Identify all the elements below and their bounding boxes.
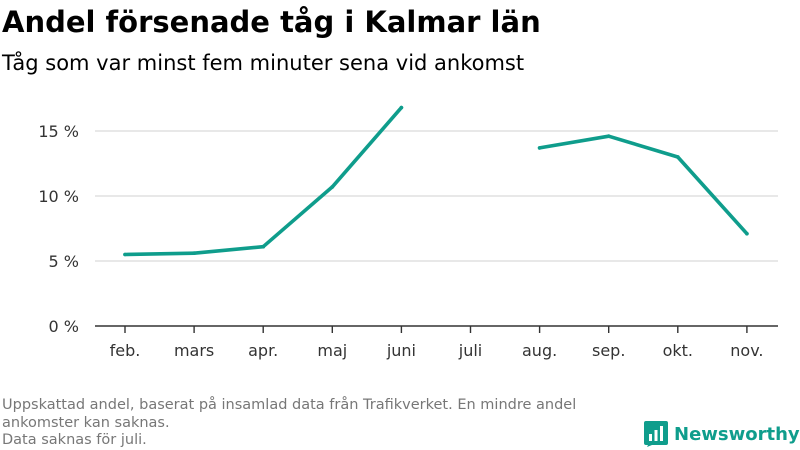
y-tick-label: 15 % [38, 122, 79, 141]
x-tick-label: feb. [110, 341, 141, 360]
series-line-segment [537, 134, 611, 150]
footnote-missing-data: Data saknas för juli. [2, 432, 147, 448]
data-point [261, 244, 266, 249]
gridlines [95, 130, 778, 327]
data-point [537, 146, 542, 150]
series-line-segment [675, 155, 749, 236]
data-point [330, 185, 335, 189]
series-line-segment [192, 244, 266, 255]
x-tick-label: juli [458, 341, 482, 360]
footnote-source: Uppskattad andel, baserat på insamlad da… [2, 397, 577, 431]
x-tick-label: juni [386, 341, 416, 360]
series-line-segment [330, 105, 404, 189]
chart-subtitle: Tåg som var minst fem minuter sena vid a… [2, 51, 525, 75]
data-point [123, 252, 127, 257]
x-tick-label: okt. [663, 341, 693, 360]
x-tick-label: nov. [730, 341, 763, 360]
data-point [676, 155, 680, 159]
data-point [192, 251, 196, 255]
series-line-segment [123, 251, 196, 257]
chart-title: Andel försenade tåg i Kalmar län [2, 5, 541, 39]
y-tick-label: 10 % [38, 187, 79, 206]
y-axis: 0 % 5 % 10 % 15 % [38, 122, 79, 336]
series-line-segment [261, 185, 335, 249]
x-tick-label: apr. [248, 341, 278, 360]
newsworthy-logo-icon [644, 421, 668, 447]
x-tick-label: sep. [592, 341, 625, 360]
x-tick-label: mars [174, 341, 214, 360]
x-tick-label: aug. [522, 341, 557, 360]
x-tick-label: maj [317, 341, 347, 360]
x-axis: feb. mars apr. maj juni juli aug. sep. okt. nov. [110, 326, 764, 360]
series-line-segment [606, 134, 680, 159]
y-tick-label: 5 % [49, 252, 79, 271]
brand-name: Newsworthy [674, 423, 800, 445]
data-point [399, 105, 404, 110]
data-point [745, 231, 749, 236]
brand-logo: Newsworthy [644, 421, 800, 447]
series-layer [123, 105, 749, 257]
y-tick-label: 0 % [49, 317, 79, 336]
footnote: Uppskattad andel, baserat på insamlad da… [2, 397, 642, 450]
data-point [606, 134, 611, 138]
